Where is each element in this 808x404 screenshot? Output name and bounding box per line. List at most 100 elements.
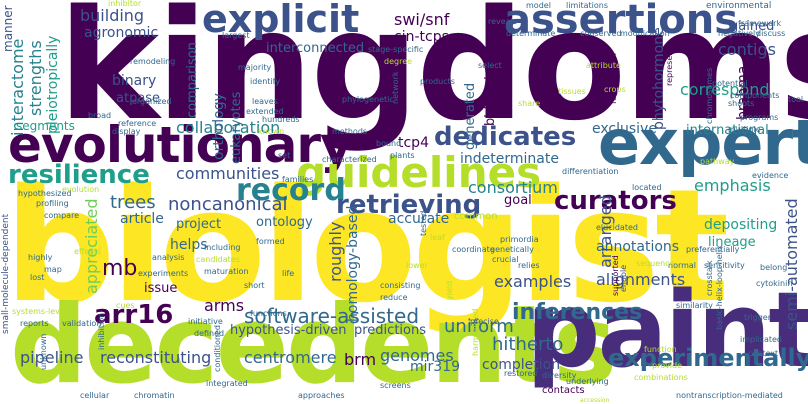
word-predictions: predictions [354, 323, 426, 338]
word-diversity: diversity [542, 371, 577, 380]
word-nontranscription-mediated: nontranscription-mediated [676, 391, 783, 400]
word-components: components [730, 91, 780, 100]
word-pleiotropically: pleiotropically [45, 35, 61, 134]
word-restored: restored [504, 369, 538, 378]
word-systems-level: systems-level [12, 307, 67, 316]
word-combinations: combinations [634, 373, 688, 382]
word-segments: segments [16, 119, 75, 133]
word-approaches: approaches [298, 391, 345, 400]
word-maturation: maturation [204, 267, 249, 276]
word-tested: tested [419, 210, 428, 236]
word-resilience: resilience [8, 160, 150, 190]
word-leaf: leaf [430, 233, 445, 242]
word-share: share [518, 99, 541, 108]
word-accession: accession [580, 397, 610, 404]
word-arms: arms [204, 296, 245, 315]
word-life: life [282, 269, 295, 278]
word-effects: effects [74, 247, 102, 256]
word-arr16: arr16 [94, 300, 174, 330]
word-accurate: accurate [388, 211, 450, 227]
word-lineage: lineage [708, 235, 756, 250]
word-organized: organized [132, 97, 172, 106]
word-depositing: depositing [704, 217, 778, 233]
word-bound: bound [376, 139, 402, 148]
word-orthology: orthology [211, 93, 227, 160]
word-experiments: experiments [138, 269, 189, 278]
word-reports: reports [20, 319, 49, 328]
word-hundreds: hundreds [262, 115, 300, 124]
word-comparison: comparison [185, 42, 200, 118]
word-swi-snf: swi/snf [394, 10, 450, 29]
word-sensitivity: sensitivity [704, 261, 745, 270]
word-common: common [454, 211, 498, 222]
word-limitations: limitations [566, 1, 608, 10]
word-yield: yield [445, 280, 454, 300]
word-highly: highly [28, 253, 53, 262]
word-families: families [282, 175, 314, 184]
word-software-assisted: software-assisted [244, 304, 420, 328]
word-examples: examples [494, 272, 572, 291]
word-guidelines: guidelines [296, 148, 542, 197]
word-precise: precise [470, 317, 499, 326]
word-candidates: candidates [196, 255, 240, 264]
word-phytohormone: phytohormone [651, 27, 667, 130]
word-remodeling: remodeling [130, 57, 176, 66]
word-broad: broad [88, 111, 112, 120]
word-pipeline: pipeline [20, 348, 84, 367]
word-potential: potential [712, 79, 748, 88]
word-represents: represents [665, 43, 674, 86]
word-relies: relies [518, 261, 540, 270]
word-crucial: crucial [492, 255, 519, 264]
word-programs: programs [740, 113, 779, 122]
word-consisting: consisting [380, 281, 421, 290]
word-characterized: characterized [322, 155, 377, 164]
word-enable: enable [619, 264, 628, 292]
word-assertions: assertions [504, 0, 739, 43]
word-expert: expert [598, 106, 808, 179]
word-conserved: conserved [580, 29, 622, 38]
word-tissues: tissues [558, 87, 586, 96]
word-framework: framework [738, 19, 782, 28]
word-preferentially: preferentially [686, 245, 740, 254]
word-initiative: initiative [188, 317, 223, 326]
word-leaves: leaves [252, 97, 278, 106]
word-lost: lost [30, 273, 45, 282]
word-roughly: roughly [326, 221, 345, 282]
word-determinate: determinate [506, 29, 556, 38]
word-eukaryotes: eukaryotes [229, 91, 244, 164]
word-agronomic: agronomic [84, 25, 159, 41]
word-including: including [204, 243, 241, 252]
word-mir319: mir319 [410, 359, 461, 375]
word-dedicates: dedicates [434, 122, 577, 152]
word-alignments: alignments [596, 270, 686, 289]
word-select: select [478, 61, 502, 70]
word-project: project [176, 217, 222, 232]
word-hypothesis-driven: hypothesis-driven [230, 323, 347, 338]
word-atpase: atpase [116, 91, 161, 106]
word-contigs: contigs [718, 40, 776, 59]
word-completion: completion [482, 357, 561, 373]
word-reduce: reduce [380, 293, 408, 302]
word-known: known [258, 127, 285, 136]
word-modification: modification [620, 29, 670, 38]
word-similarity: similarity [676, 301, 713, 310]
word-discuss: discuss [756, 29, 786, 38]
word-evolutionary: evolutionary [8, 116, 353, 174]
word-centromere: centromere [244, 348, 337, 367]
word-multiple: multiple [728, 125, 761, 134]
word-hitherto: hitherto [492, 334, 564, 355]
word-inferences: inferences [512, 300, 643, 325]
word-map: map [44, 265, 62, 274]
word-plants: plants [390, 151, 415, 160]
word-unknown: unknown [39, 333, 48, 370]
word-small-molecule-dependent: small-molecule-dependent [1, 213, 11, 334]
word-functions: functions [250, 309, 287, 318]
word-experimentally: experimentally [608, 344, 808, 372]
word-biologist: biologist [4, 155, 730, 337]
word-contacts: contacts [542, 385, 585, 396]
word-building: building [80, 6, 145, 25]
word-attribute: attribute [586, 61, 621, 70]
word-consortium: consortium [468, 178, 558, 197]
word-products: products [420, 77, 455, 86]
word-majority: majority [238, 63, 272, 72]
